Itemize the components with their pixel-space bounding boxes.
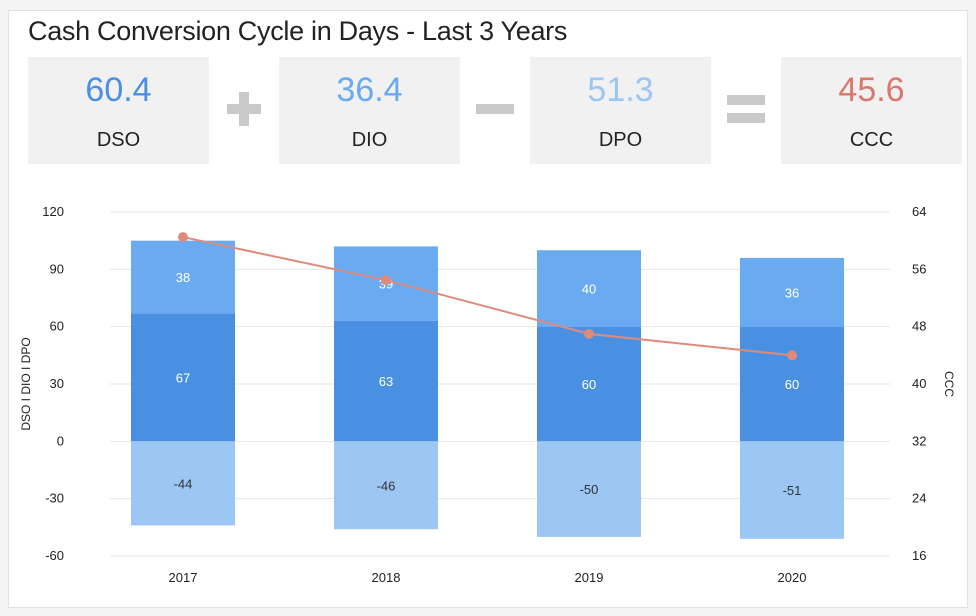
kpi-dso-value: 60.4 <box>85 71 152 109</box>
bars <box>131 240 844 539</box>
chart-title: Cash Conversion Cycle in Days - Last 3 Y… <box>28 16 568 46</box>
bar-segment <box>131 313 235 442</box>
y2-tick-label: 40 <box>912 376 926 391</box>
y-tick-label: 0 <box>57 433 64 448</box>
y2-tick-label: 24 <box>912 491 926 506</box>
y-tick-label: -60 <box>45 548 64 563</box>
bar-segment <box>537 326 641 442</box>
bar-value-label: 38 <box>176 270 190 285</box>
kpi-dso-label: DSO <box>96 129 141 151</box>
ccc-point <box>178 232 188 243</box>
equals-icon <box>727 95 765 123</box>
bar-segment <box>740 326 844 442</box>
x-tick-label: 2018 <box>372 570 401 585</box>
kpi-dso: 60.4 DSO <box>28 57 209 164</box>
y2-tick-label: 48 <box>912 319 926 334</box>
kpi-dio: 36.4 DIO <box>279 57 460 164</box>
ccc-line-path <box>182 236 793 357</box>
bar-value-label: -51 <box>783 483 802 498</box>
y2-tick-label: 56 <box>912 261 926 276</box>
bar-segment <box>740 257 844 327</box>
axes: -60 -30 0 30 60 90 120 16 24 32 40 48 56 64 DSO I DIO … <box>19 204 956 585</box>
x-tick-label: 2017 <box>169 570 198 585</box>
bar-value-label: 63 <box>379 374 393 389</box>
y2-axis-title: CCC <box>942 371 956 397</box>
ccc-point <box>584 328 594 339</box>
bar-value-label: -50 <box>580 482 599 497</box>
y-tick-label: 30 <box>50 376 64 391</box>
ccc-point <box>381 275 391 286</box>
bar-segment <box>537 441 641 537</box>
bar-value-label: -46 <box>377 478 396 493</box>
bar-segment <box>537 250 641 327</box>
bar-segment <box>131 441 235 526</box>
bar-value-label: 67 <box>176 370 190 385</box>
y-tick-label: -30 <box>45 491 64 506</box>
ccc-point <box>787 350 797 361</box>
ccc-line <box>178 232 797 361</box>
kpi-dio-value: 36.4 <box>336 71 403 109</box>
x-tick-label: 2020 <box>778 570 807 585</box>
bar-segment <box>131 240 235 314</box>
kpi-ccc: 45.6 CCC <box>781 57 962 164</box>
kpi-dpo-label: DPO <box>598 129 643 151</box>
bar-segment <box>740 441 844 539</box>
y-tick-label: 60 <box>50 319 64 334</box>
bar-segment <box>334 320 438 442</box>
bar-segment <box>334 441 438 530</box>
kpi-dio-label: DIO <box>351 129 388 151</box>
bar-value-label: 40 <box>582 281 596 296</box>
kpi-ccc-value: 45.6 <box>838 71 905 109</box>
y2-tick-label: 16 <box>912 548 926 563</box>
y-tick-label: 90 <box>50 261 64 276</box>
bar-value-label: 36 <box>785 285 799 300</box>
kpi-dpo-value: 51.3 <box>587 71 654 109</box>
plus-icon <box>227 92 261 126</box>
bar-value-label: -44 <box>174 476 193 491</box>
y-axis-title: DSO I DIO I DPO <box>19 337 33 430</box>
kpi-ccc-label: CCC <box>849 129 894 151</box>
y-tick-label: 120 <box>42 204 64 219</box>
bar-value-label: 60 <box>785 377 799 392</box>
y2-tick-label: 32 <box>912 433 926 448</box>
kpi-dpo: 51.3 DPO <box>530 57 711 164</box>
y2-tick-label: 64 <box>912 204 926 219</box>
bar-value-label: 60 <box>582 377 596 392</box>
x-tick-label: 2019 <box>575 570 604 585</box>
minus-icon <box>476 104 514 114</box>
